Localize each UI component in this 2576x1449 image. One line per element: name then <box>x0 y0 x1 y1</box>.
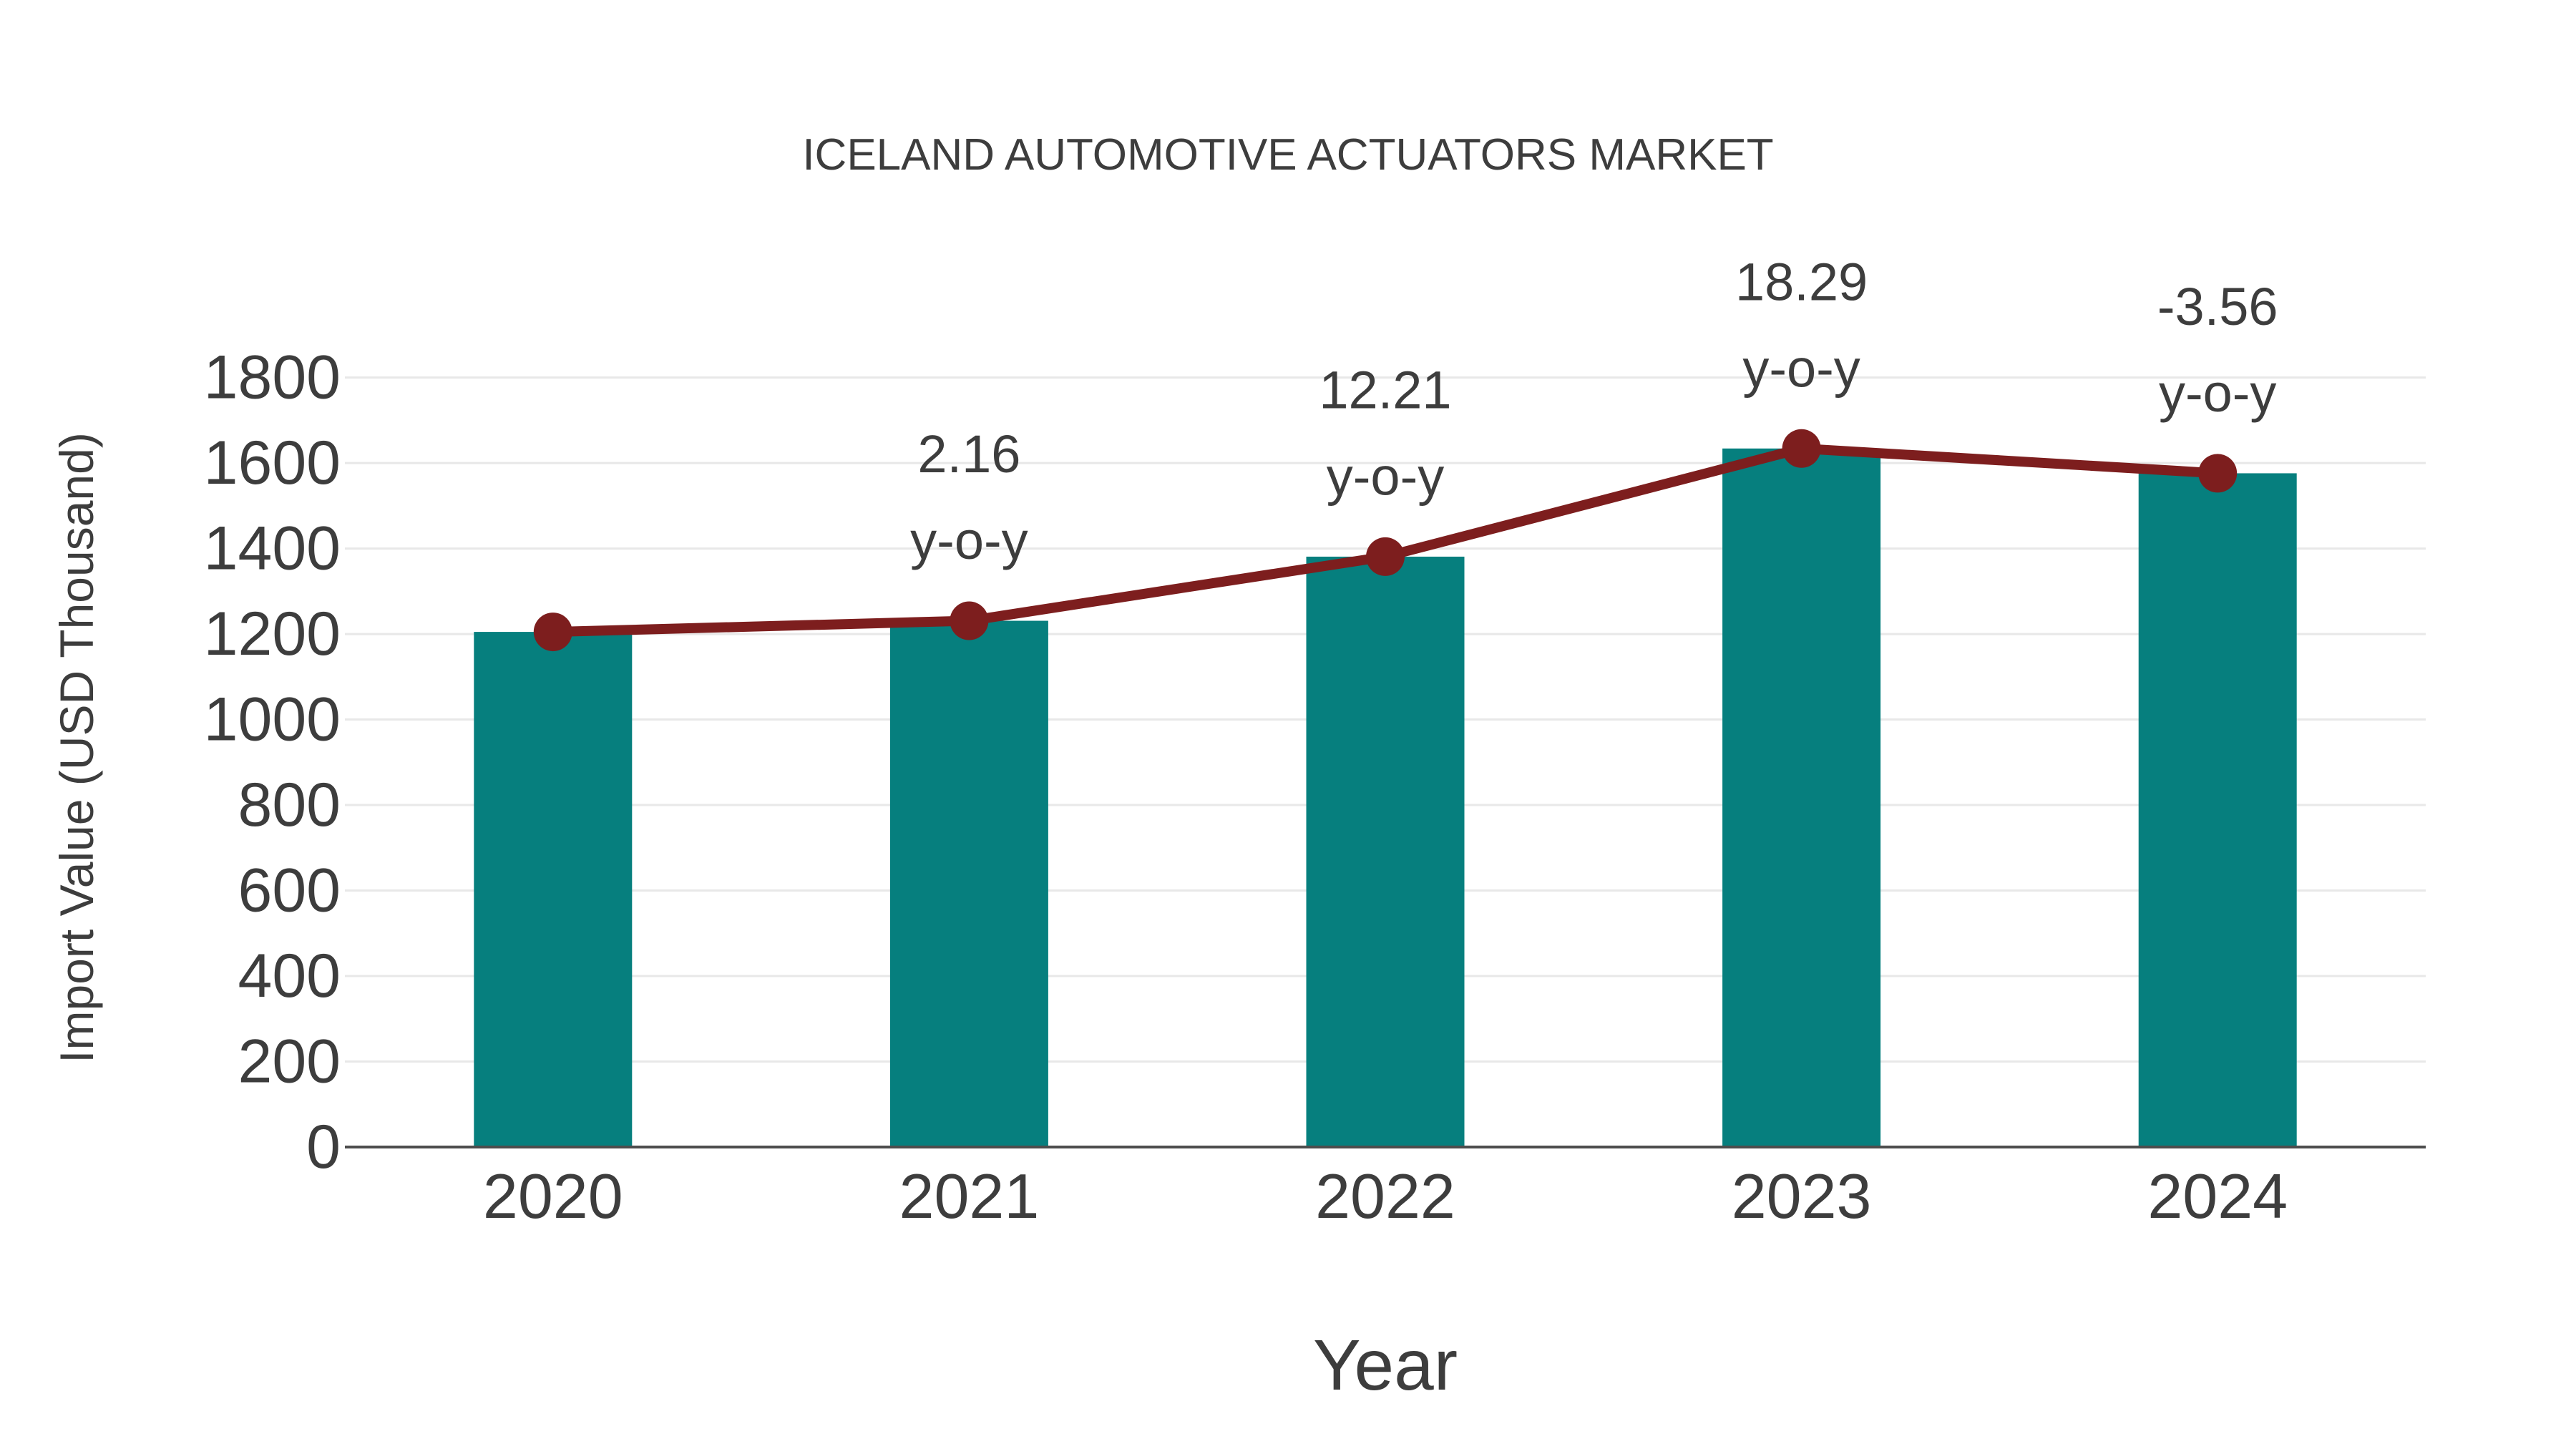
trend-marker-2021 <box>950 601 989 640</box>
x-tick-label-2023: 2023 <box>1732 1161 1872 1231</box>
annotation-value-2022: 12.21 <box>1319 360 1451 419</box>
y-tick-labels: 0 200 400 600 800 1000 1200 1400 1600 1800 <box>204 343 341 1181</box>
y-tick-label: 200 <box>238 1028 341 1096</box>
bar-2022 <box>1306 556 1465 1147</box>
y-tick-label: 600 <box>238 857 341 925</box>
x-tick-label-2021: 2021 <box>899 1161 1040 1231</box>
bar-2024 <box>2138 473 2297 1147</box>
annotation-value-2023: 18.29 <box>1735 252 1868 311</box>
x-tick-label-2022: 2022 <box>1315 1161 1455 1231</box>
y-tick-label: 1000 <box>204 686 341 754</box>
y-tick-label: 400 <box>238 942 341 1010</box>
x-tick-label-2024: 2024 <box>2147 1161 2288 1231</box>
y-tick-label: 1600 <box>204 429 341 497</box>
annotation-suffix-2024: y-o-y <box>2159 364 2276 423</box>
annotation-suffix-2022: y-o-y <box>1327 447 1444 506</box>
bars <box>474 448 2297 1147</box>
bar-2020 <box>474 632 633 1147</box>
bar-2023 <box>1722 448 1881 1147</box>
trend-marker-2022 <box>1366 537 1405 576</box>
x-tick-labels: 2020 2021 2022 2023 2024 <box>483 1161 2288 1231</box>
bar-2021 <box>889 620 1048 1147</box>
annotations: 2.16 y-o-y 12.21 y-o-y 18.29 y-o-y -3.56 y-o-y <box>910 252 2278 570</box>
trend-marker-2020 <box>533 613 572 652</box>
annotation-suffix-2023: y-o-y <box>1742 338 1860 398</box>
y-axis-title: Import Value (USD Thousand) <box>50 432 103 1063</box>
annotation-value-2024: -3.56 <box>2157 277 2278 336</box>
y-tick-label: 1400 <box>204 514 341 583</box>
x-axis-title: Year <box>1313 1325 1458 1405</box>
chart-title: ICELAND AUTOMOTIVE ACTUATORS MARKET <box>802 130 1773 180</box>
y-tick-label: 1200 <box>204 600 341 668</box>
annotation-value-2021: 2.16 <box>917 424 1020 484</box>
annotation-suffix-2021: y-o-y <box>910 511 1028 570</box>
y-tick-label: 0 <box>306 1113 341 1181</box>
y-tick-label: 800 <box>238 771 341 839</box>
trend-marker-2024 <box>2198 454 2238 493</box>
trend-line <box>533 429 2238 652</box>
x-tick-label-2020: 2020 <box>483 1161 623 1231</box>
y-tick-label: 1800 <box>204 343 341 412</box>
trend-marker-2023 <box>1782 429 1821 468</box>
